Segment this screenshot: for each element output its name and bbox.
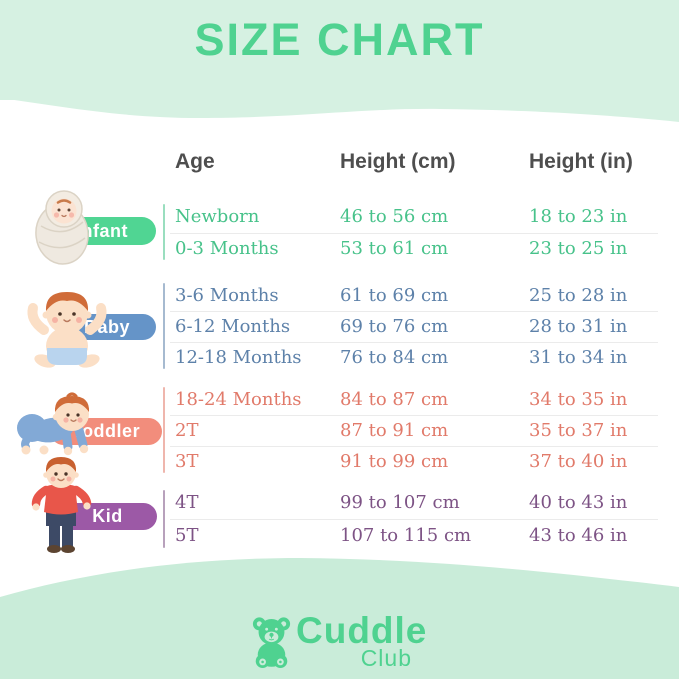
sitting-baby-illustration <box>27 292 107 368</box>
row-divider <box>170 415 658 416</box>
group-badge-label: Kid <box>92 506 123 526</box>
table-row: 12-18 Months 76 to 84 cm 31 to 34 in <box>0 343 679 373</box>
cell-height-in: 40 to 43 in <box>529 492 628 513</box>
group-badge-label: Infant <box>76 220 128 241</box>
cell-age: 2T <box>175 420 199 441</box>
row-divider <box>170 342 658 343</box>
table-row: 4T 99 to 107 cm 40 to 43 in <box>0 488 679 518</box>
cell-height-cm: 69 to 76 cm <box>340 316 449 337</box>
table-row: 2T 87 to 91 cm 35 to 37 in <box>0 416 679 446</box>
cell-height-cm: 61 to 69 cm <box>340 285 449 306</box>
teddy-bear-icon <box>252 617 291 668</box>
cell-age: 12-18 Months <box>175 347 302 368</box>
cell-height-in: 34 to 35 in <box>529 389 628 410</box>
cell-height-cm: 53 to 61 cm <box>340 238 449 259</box>
table-row: Newborn 46 to 56 cm 18 to 23 in <box>0 202 679 232</box>
brand-name-primary: Cuddle <box>296 610 428 651</box>
row-divider <box>170 446 658 447</box>
cell-height-cm: 107 to 115 cm <box>340 525 472 546</box>
column-header-height-in: Height (in) <box>529 150 633 173</box>
table-row: 5T 107 to 115 cm 43 to 46 in <box>0 521 679 551</box>
bottom-wave-decoration <box>0 558 679 679</box>
cell-age: 18-24 Months <box>175 389 302 410</box>
standing-kid-illustration <box>31 457 92 553</box>
cell-height-in: 18 to 23 in <box>529 206 628 227</box>
column-header-age: Age <box>175 150 215 173</box>
cell-height-cm: 76 to 84 cm <box>340 347 449 368</box>
brand-name-secondary: Club <box>360 645 412 671</box>
cell-age: Newborn <box>175 206 260 227</box>
cell-height-cm: 99 to 107 cm <box>340 492 460 513</box>
table-row: 0-3 Months 53 to 61 cm 23 to 25 in <box>0 234 679 264</box>
cell-height-cm: 84 to 87 cm <box>340 389 449 410</box>
group-badge-label: Toddler <box>71 421 141 441</box>
cell-age: 6-12 Months <box>175 316 291 337</box>
infant-group-line <box>163 204 165 260</box>
top-wave-decoration <box>0 96 679 122</box>
cell-height-in: 25 to 28 in <box>529 285 628 306</box>
cell-age: 3T <box>175 451 199 472</box>
cell-height-in: 43 to 46 in <box>529 525 628 546</box>
baby-group-line <box>163 283 165 369</box>
cell-age: 3-6 Months <box>175 285 279 306</box>
cell-age: 0-3 Months <box>175 238 279 259</box>
cell-height-cm: 91 to 99 cm <box>340 451 449 472</box>
toddler-group-line <box>163 387 165 473</box>
cell-height-in: 37 to 40 in <box>529 451 628 472</box>
table-row: 3-6 Months 61 to 69 cm 25 to 28 in <box>0 281 679 311</box>
cell-height-in: 23 to 25 in <box>529 238 628 259</box>
table-row: 18-24 Months 84 to 87 cm 34 to 35 in <box>0 385 679 415</box>
cell-height-in: 28 to 31 in <box>529 316 628 337</box>
cell-height-in: 35 to 37 in <box>529 420 628 441</box>
crawling-toddler-illustration <box>17 392 90 456</box>
column-header-height-cm: Height (cm) <box>340 150 456 173</box>
cell-height-in: 31 to 34 in <box>529 347 628 368</box>
cell-height-cm: 46 to 56 cm <box>340 206 449 227</box>
table-row: 6-12 Months 69 to 76 cm 28 to 31 in <box>0 312 679 342</box>
top-mint-band <box>0 0 679 100</box>
cell-age: 4T <box>175 492 199 513</box>
row-divider <box>170 311 658 312</box>
row-divider <box>170 233 658 234</box>
row-divider <box>170 519 658 520</box>
page-title: SIZE CHART <box>194 14 485 65</box>
table-row: 3T 91 to 99 cm 37 to 40 in <box>0 447 679 477</box>
swaddled-infant-illustration <box>35 190 89 265</box>
cell-height-cm: 87 to 91 cm <box>340 420 449 441</box>
kid-group-line <box>163 490 165 548</box>
cell-age: 5T <box>175 525 199 546</box>
